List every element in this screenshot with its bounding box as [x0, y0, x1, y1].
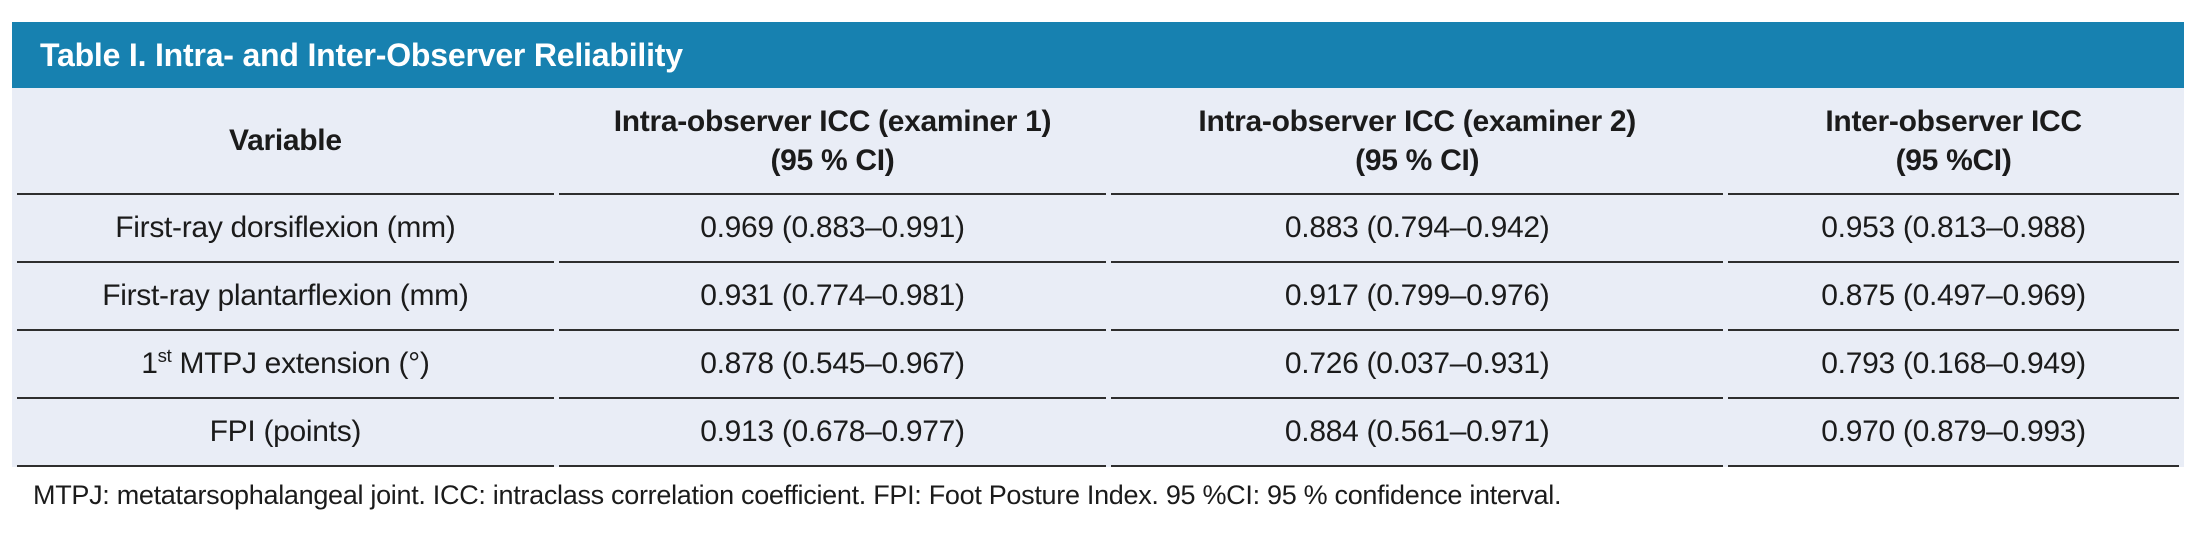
inter-icc-value-cell: 0.970 (0.879–0.993): [1728, 399, 2179, 467]
variable-text: First-ray plantarflexion (mm): [102, 279, 469, 312]
icc2-value-cell: 0.917 (0.799–0.976): [1111, 263, 1724, 331]
variable-cell: FPI (points): [17, 399, 554, 467]
variable-text: 1: [141, 347, 158, 380]
column-header-sublabel: (95 % CI): [1355, 143, 1480, 177]
header-row: Variable Intra-observer ICC (examiner 1)…: [17, 88, 2179, 195]
variable-text: MTPJ extension (°): [171, 347, 430, 380]
variable-superscript: st: [157, 345, 172, 366]
inter-icc-value-cell: 0.875 (0.497–0.969): [1728, 263, 2179, 331]
column-header-label: Inter-observer ICC: [1825, 104, 2082, 138]
column-header-label: Intra-observer ICC (examiner 2): [1198, 104, 1636, 138]
variable-cell: First-ray dorsiflexion (mm): [17, 195, 554, 263]
icc2-value-cell: 0.883 (0.794–0.942): [1111, 195, 1724, 263]
icc2-value-cell: 0.726 (0.037–0.931): [1111, 331, 1724, 399]
column-header-sublabel: (95 %CI): [1895, 143, 2012, 177]
variable-cell: First-ray plantarflexion (mm): [17, 263, 554, 331]
table-title: Table I. Intra- and Inter-Observer Relia…: [40, 36, 683, 73]
table-title-bar: Table I. Intra- and Inter-Observer Relia…: [12, 22, 2184, 88]
inter-icc-value-cell: 0.793 (0.168–0.949): [1728, 331, 2179, 399]
column-header-inter-observer: Inter-observer ICC (95 %CI): [1728, 88, 2179, 195]
icc1-value-cell: 0.931 (0.774–0.981): [558, 263, 1107, 331]
column-header-label: Intra-observer ICC (examiner 1): [613, 104, 1052, 138]
column-header-variable: Variable: [17, 88, 554, 195]
table-row-first-ray-plantarflexion: First-ray plantarflexion (mm) 0.931 (0.7…: [17, 263, 2179, 331]
column-header-sublabel: (95 % CI): [770, 143, 895, 177]
column-header-label: Variable: [229, 124, 342, 157]
icc1-value-cell: 0.969 (0.883–0.991): [558, 195, 1107, 263]
icc1-value-cell: 0.913 (0.678–0.977): [558, 399, 1107, 467]
variable-text: FPI (points): [209, 415, 362, 448]
table-footnote: MTPJ: metatarsophalangeal joint. ICC: in…: [33, 480, 1562, 510]
reliability-table: Variable Intra-observer ICC (examiner 1)…: [12, 88, 2184, 467]
table-row-mtpj-extension: 1st MTPJ extension (°) 0.878 (0.545–0.96…: [17, 331, 2179, 399]
icc1-value-cell: 0.878 (0.545–0.967): [558, 331, 1107, 399]
icc2-value-cell: 0.884 (0.561–0.971): [1111, 399, 1724, 467]
inter-icc-value-cell: 0.953 (0.813–0.988): [1728, 195, 2179, 263]
table-row-first-ray-dorsiflexion: First-ray dorsiflexion (mm) 0.969 (0.883…: [17, 195, 2179, 263]
table-row-fpi: FPI (points) 0.913 (0.678–0.977) 0.884 (…: [17, 399, 2179, 467]
column-header-intra-observer-2: Intra-observer ICC (examiner 2) (95 % CI…: [1111, 88, 1724, 195]
variable-text: First-ray dorsiflexion (mm): [115, 211, 456, 244]
column-header-intra-observer-1: Intra-observer ICC (examiner 1) (95 % CI…: [558, 88, 1107, 195]
variable-cell: 1st MTPJ extension (°): [17, 331, 554, 399]
